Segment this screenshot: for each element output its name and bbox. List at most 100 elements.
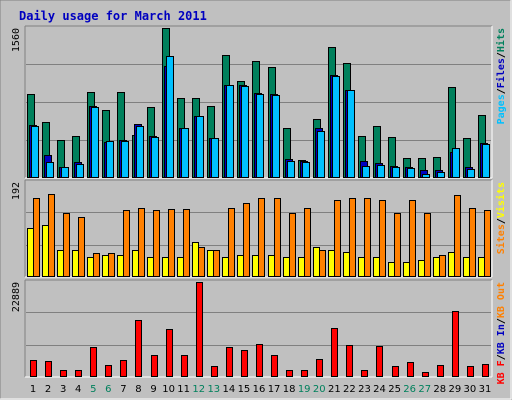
kb-f-bar [331, 328, 338, 377]
sites-bar [394, 213, 401, 277]
visits-bar [358, 257, 365, 277]
x-tick-label: 20 [313, 384, 326, 395]
x-tick-label: 19 [298, 384, 311, 395]
x-tick-label: 23 [358, 384, 371, 395]
kb-f-bar [271, 355, 278, 377]
x-tick-label: 4 [75, 384, 81, 395]
hits-panel-legend-files: Files [495, 58, 507, 88]
hits-panel-legend-separator: / [496, 88, 507, 94]
kb-f-bar [392, 366, 399, 377]
kb-f-bar [45, 361, 52, 377]
kb-f-bar [467, 366, 474, 377]
visits-bar [478, 257, 485, 277]
pages-bar [452, 148, 460, 178]
hits-panel-legend-pages: Pages [496, 94, 507, 124]
sites-bar [153, 210, 160, 277]
pages-bar [151, 137, 159, 178]
x-tick-label: 29 [448, 384, 461, 395]
sites-bar [243, 203, 250, 277]
pages-bar [241, 86, 249, 178]
kb-f-bar [196, 282, 203, 377]
visits-bar [403, 262, 410, 277]
visits-bar [463, 257, 470, 277]
pages-bar [91, 107, 99, 178]
visits-panel-legend-sites: Sites [495, 224, 507, 254]
visits-bar [373, 257, 380, 277]
pages-bar [437, 172, 445, 178]
pages-bar [362, 166, 370, 178]
x-tick-label: 13 [207, 384, 220, 395]
sites-bar [123, 210, 130, 277]
kb-panel-legend-kb-in: KB In [496, 324, 507, 354]
x-tick-label: 24 [373, 384, 386, 395]
x-tick-label: 31 [479, 384, 492, 395]
visits-bar [42, 225, 49, 277]
pages-bar [31, 126, 39, 178]
pages-bar [61, 167, 69, 178]
visits-bar [388, 262, 395, 277]
kb-f-bar [226, 347, 233, 377]
x-tick-label: 8 [135, 384, 141, 395]
sites-bar [469, 208, 476, 277]
kb-f-bar [151, 355, 158, 377]
visits-bar [313, 247, 320, 277]
visits-bar [418, 260, 425, 277]
visits-bar [192, 242, 199, 277]
visits-bar [72, 250, 79, 277]
kb-panel-ymax-label: 22889 [11, 282, 22, 312]
visits-bar [57, 250, 64, 277]
sites-bar [424, 213, 431, 277]
kb-f-bar [120, 360, 127, 377]
visits-bar [448, 252, 455, 277]
kb-panel-legend-kb-f: KB F [496, 360, 507, 384]
x-tick-label: 2 [45, 384, 51, 395]
x-tick-label: 9 [150, 384, 156, 395]
x-tick-label: 22 [343, 384, 356, 395]
visits-panel-legend-visits: Visits [495, 182, 507, 218]
x-tick-label: 26 [403, 384, 416, 395]
x-tick-label: 3 [60, 384, 66, 395]
visits-bar [222, 257, 229, 277]
visits-bar [117, 255, 124, 277]
visits-bar [343, 252, 350, 277]
pages-bar [211, 138, 219, 178]
kb-f-bar [30, 360, 37, 377]
visits-bar [27, 228, 34, 277]
kb-panel-legend-separator: / [496, 354, 507, 360]
x-tick-label: 14 [223, 384, 236, 395]
visits-panel-ymax-label: 192 [11, 182, 22, 200]
pages-bar [347, 90, 355, 178]
kb-f-bar [361, 370, 368, 377]
pages-bar [181, 128, 189, 178]
pages-bar [407, 168, 415, 178]
visits-bar [177, 257, 184, 277]
pages-bar [226, 85, 234, 178]
visits-bar [283, 257, 290, 277]
pages-bar [166, 56, 174, 178]
kb-f-bar [181, 355, 188, 377]
kb-f-bar [452, 311, 459, 377]
sites-bar [183, 209, 190, 277]
visits-bar [147, 257, 154, 277]
sites-bar [349, 198, 356, 277]
pages-bar [317, 131, 325, 178]
x-tick-label: 25 [388, 384, 401, 395]
sites-bar [108, 253, 115, 277]
visits-bar [102, 255, 109, 277]
sites-bar [258, 198, 265, 277]
kb-panel-legend-separator: / [496, 318, 507, 324]
kb-f-bar [316, 359, 323, 377]
sites-bar [454, 195, 461, 277]
visits-panel-legend: Sites/Visits [495, 182, 507, 254]
x-tick-label: 18 [283, 384, 296, 395]
x-tick-label: 17 [268, 384, 281, 395]
pages-bar [256, 94, 264, 178]
x-tick-label: 16 [253, 384, 266, 395]
kb-f-bar [241, 350, 248, 377]
x-tick-label: 7 [120, 384, 126, 395]
pages-bar [272, 95, 280, 178]
sites-bar [364, 198, 371, 277]
kb-f-bar [346, 345, 353, 377]
